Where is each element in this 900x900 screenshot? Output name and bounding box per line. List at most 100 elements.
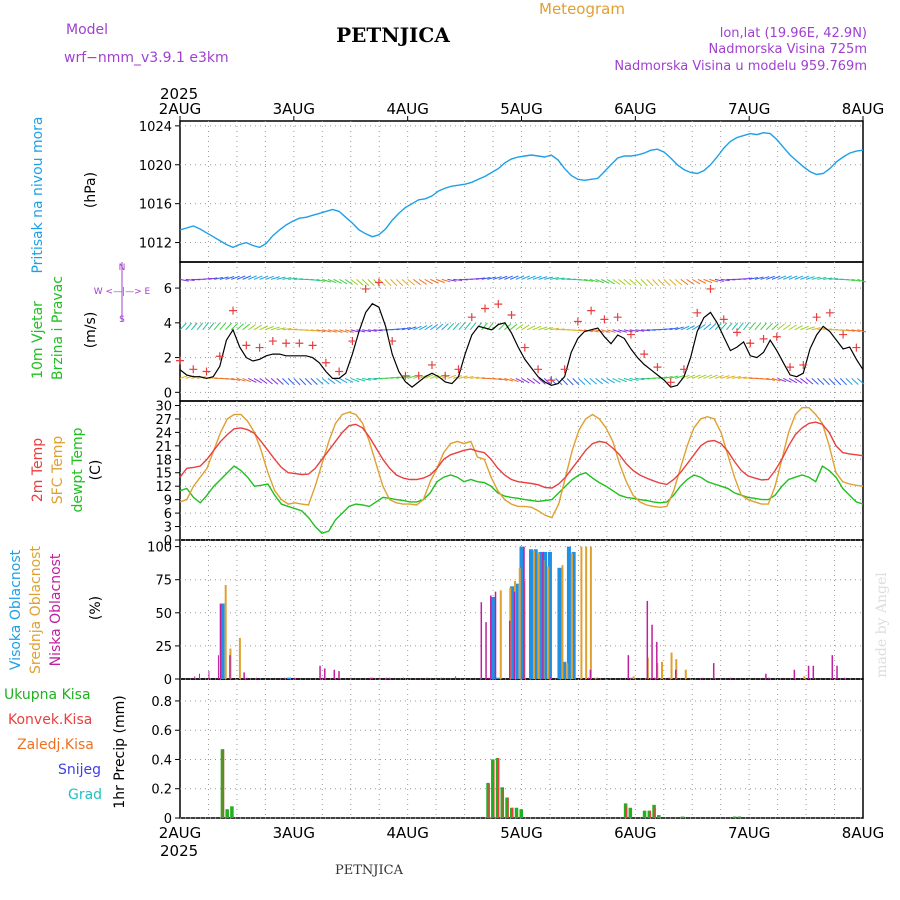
wind-barb [458,322,466,331]
total-precip-title: Ukupna Kisa [4,687,91,703]
wind-barb [600,377,609,384]
wind-barb [544,276,554,280]
wind-tick-label: 4 [164,317,172,332]
total-precip-bar [642,810,647,818]
mid-cloud-bar [684,669,687,679]
wind-barb [339,329,349,333]
wind-barb [208,322,215,331]
low-cloud-bar [807,665,810,679]
wind-barb [293,278,303,280]
elevation-label: Nadmorska Visina 725m [709,42,868,57]
wind-barb [532,378,541,385]
wind-barb [179,374,189,379]
wind-barb [401,279,410,286]
wind-gust-marker [825,308,834,317]
wind-gust-marker [255,343,264,352]
wind-barb [276,327,286,331]
wind-barb [469,322,477,331]
low-cloud-title: Niska Oblacnost [48,553,64,666]
wind-barb [743,322,750,331]
wind-barb [515,377,525,383]
wind-barb [731,375,741,379]
wind-barb [749,276,759,280]
wind-barb [788,324,797,331]
total-precip-bar [491,759,495,818]
low-cloud-bar [844,677,846,679]
wind-barb [720,375,730,379]
wind-barb [384,279,392,287]
total-precip-bar [510,807,514,818]
cloud-unit: (%) [88,596,104,620]
low-cloud-bar [243,672,245,679]
wind-barb [356,278,364,286]
wind-barb [675,375,684,379]
wind-barb [561,278,571,280]
wind-barb [760,276,770,280]
low-cloud-bar [246,677,248,679]
mid-cloud-bar [670,652,673,679]
station-title: PETNJICA [336,23,450,47]
high-cloud-title: Visoka Oblacnost [8,549,24,670]
wind-barb [521,324,530,331]
conv-precip-bar [502,788,505,818]
low-cloud-bar [319,665,321,679]
wind-barb [754,322,762,331]
frozen-precip-title: Zaledj.Kisa [17,737,94,753]
wind-barb [509,275,519,280]
wind-barb [578,278,588,282]
pressure-title: Pritisak na nivou mora [30,116,46,273]
wind-barb [726,322,733,331]
wind-barb [617,278,626,286]
wind-gust-marker [839,330,848,339]
total-precip-bar [732,816,737,818]
wind-barb [430,324,438,331]
low-cloud-bar [488,677,490,679]
conv-precip-bar [649,810,652,818]
wind-gust-marker [666,378,675,387]
wind-gust-marker [812,313,821,322]
wind-gust-marker [401,371,410,380]
wind-barb [441,278,451,283]
wind-barb [800,325,809,331]
snow-title: Snijeg [58,762,101,778]
wind-barb [697,278,707,284]
low-cloud-bar [255,677,257,679]
wind-barb [731,322,739,331]
wind-barb [208,277,218,280]
wind-barb [447,374,457,379]
wind-gust-marker [348,337,357,346]
wind-barb [475,377,485,379]
wind-barb [265,378,273,385]
wind-barb [663,327,673,331]
high-cloud-bar [538,551,543,679]
wind-barb [430,278,439,284]
wind-barb [845,378,853,386]
high-cloud-bar [491,596,496,679]
wind-barb [771,275,781,280]
low-cloud-bar [333,669,336,679]
wind-barb [783,275,792,280]
precip-tick-label: 0.2 [151,783,172,798]
wind-barb [492,377,503,381]
wind-barb [618,329,628,333]
wind-barb [532,275,542,280]
wind-gust-marker [560,365,569,374]
wind-barb [253,275,263,280]
bottom-day-label: 4AUG [386,824,428,842]
wind-gust-marker [520,343,529,352]
wind-barb [270,276,280,280]
wind-barb [720,278,730,282]
top-day-label: 2AUG [159,100,201,118]
conv-precip-bar [654,807,656,818]
wind-barb [253,324,262,331]
low-cloud-bar [388,677,390,679]
low-cloud-bar [490,595,492,679]
top-day-label: 4AUG [386,100,428,118]
total-precip-bar [225,809,229,818]
wind-barb [680,325,690,331]
wind-gust-marker [335,367,344,376]
wind-barb [304,378,312,386]
wind-barb [350,278,359,286]
wind-barb [805,326,815,331]
wind-barb [316,278,326,282]
